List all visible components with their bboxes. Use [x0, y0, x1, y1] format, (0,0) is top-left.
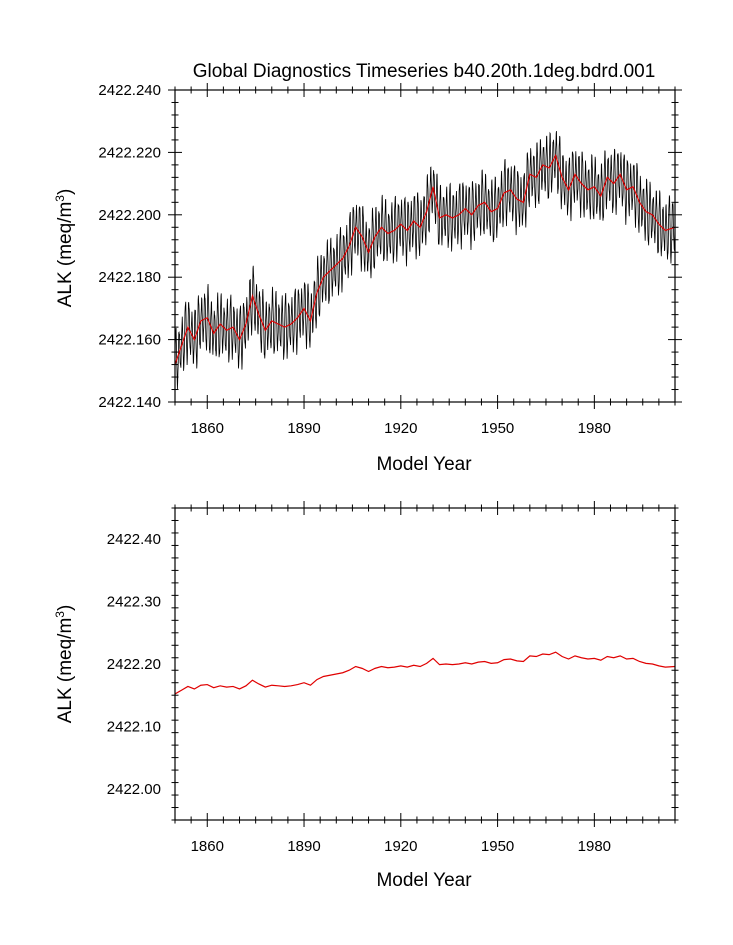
bottom-y-axis-label: ALK (meq/m3): [53, 605, 76, 724]
x-tick-label: 1860: [191, 838, 224, 855]
bottom-y-axis-label-main: ALK (meq/m: [55, 618, 76, 724]
chart-title: Global Diagnostics Timeseries b40.20th.1…: [193, 61, 656, 82]
top-x-axis-label: Model Year: [376, 454, 472, 475]
y-tick-label: 2422.200: [98, 207, 161, 224]
bottom-x-tick-labels: 1860 1890 1920 1950 1980: [191, 838, 611, 855]
y-tick-label: 2422.160: [98, 332, 161, 349]
top-y-axis-label-sup: 3: [53, 195, 67, 202]
x-tick-label: 1980: [578, 838, 611, 855]
x-tick-label: 1860: [191, 420, 224, 437]
bottom-panel: 2422.00 2422.10 2422.20 2422.30 2422.40 1860…: [53, 501, 679, 891]
top-y-axis-label-close: ): [55, 189, 76, 195]
top-y-axis-label-main: ALK (meq/m: [55, 202, 76, 308]
x-tick-label: 1980: [578, 420, 611, 437]
y-tick-label: 2422.220: [98, 144, 161, 161]
x-tick-label: 1890: [287, 420, 320, 437]
bottom-y-axis-label-sup: 3: [53, 611, 67, 618]
y-tick-label: 2422.00: [107, 781, 161, 798]
bottom-plot-series: [175, 651, 675, 695]
x-tick-label: 1890: [287, 838, 320, 855]
top-y-tick-labels: 2422.140 2422.160 2422.180 2422.200 2422.220…: [98, 82, 161, 411]
top-panel: Global Diagnostics Timeseries b40.20th.1…: [53, 61, 682, 475]
bottom-x-axis-label: Model Year: [376, 870, 472, 891]
top-x-tick-labels: 1860 1890 1920 1950 1980: [191, 420, 611, 437]
top-plot-series: [175, 131, 675, 390]
bottom-axis-ticks: [171, 501, 679, 827]
top-plot-frame: [174, 89, 676, 403]
annual-mean-series-line: [175, 651, 675, 695]
y-tick-label: 2422.30: [107, 594, 161, 611]
annual-mean-series-line: [175, 153, 675, 365]
y-tick-label: 2422.10: [107, 718, 161, 735]
top-y-axis-label: ALK (meq/m3): [53, 189, 76, 308]
bottom-y-axis-label-close: ): [55, 605, 76, 611]
x-tick-label: 1950: [481, 420, 514, 437]
x-tick-label: 1950: [481, 838, 514, 855]
bottom-plot-frame: [174, 507, 676, 821]
y-tick-label: 2422.20: [107, 656, 161, 673]
y-tick-label: 2422.180: [98, 269, 161, 286]
monthly-series-line: [175, 131, 675, 390]
top-axis-ticks: [168, 83, 682, 409]
x-tick-label: 1920: [384, 838, 417, 855]
x-tick-label: 1920: [384, 420, 417, 437]
y-tick-label: 2422.40: [107, 531, 161, 548]
bottom-y-tick-labels: 2422.00 2422.10 2422.20 2422.30 2422.40: [107, 531, 161, 798]
y-tick-label: 2422.140: [98, 394, 161, 411]
y-tick-label: 2422.240: [98, 82, 161, 99]
